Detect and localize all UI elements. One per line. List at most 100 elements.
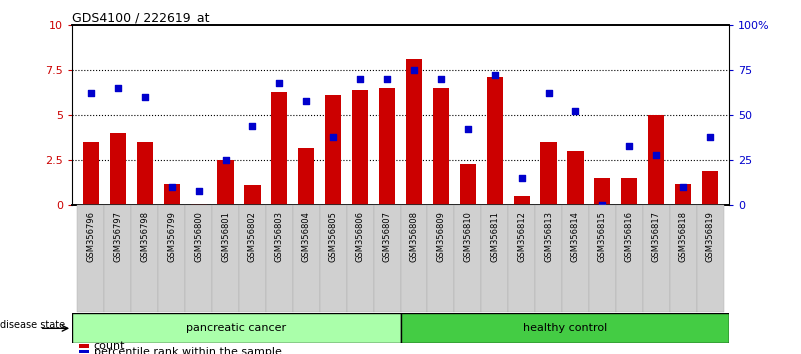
Bar [78,205,104,312]
Text: GSM356808: GSM356808 [409,211,418,262]
Text: count: count [94,341,125,352]
Bar [347,205,373,312]
Point [85,91,98,96]
Text: GSM356801: GSM356801 [221,211,230,262]
Bar [535,205,562,312]
Bar [406,59,422,205]
Text: GSM356809: GSM356809 [437,211,445,262]
Text: GSM356818: GSM356818 [678,211,687,262]
Bar [487,77,503,205]
Bar [159,205,185,312]
Bar [589,205,616,312]
Bar [428,205,454,312]
Bar [594,178,610,205]
Bar [513,196,529,205]
Bar [460,164,476,205]
Text: GSM356814: GSM356814 [571,211,580,262]
Bar [266,205,293,312]
Bar [131,205,159,312]
Point [542,91,555,96]
Bar [454,205,481,312]
Bar [239,205,266,312]
Point [596,202,609,208]
Bar [212,205,239,312]
Bar [244,185,260,205]
Text: GSM356807: GSM356807 [383,211,392,262]
Text: GSM356798: GSM356798 [140,211,149,262]
Bar [352,90,368,205]
Bar [217,160,234,205]
Point [623,143,636,149]
Bar [562,205,589,312]
Text: GSM356816: GSM356816 [625,211,634,262]
Point [111,85,124,91]
Bar [72,313,400,343]
Bar [675,184,691,205]
Text: percentile rank within the sample: percentile rank within the sample [94,347,282,354]
Bar [508,205,535,312]
Bar [697,205,723,312]
Text: GSM356802: GSM356802 [248,211,257,262]
Text: pancreatic cancer: pancreatic cancer [186,323,286,333]
Text: GSM356815: GSM356815 [598,211,607,262]
Bar [191,204,207,205]
Bar [379,88,395,205]
Bar [325,95,341,205]
Bar [373,205,400,312]
Bar [272,92,288,205]
Bar [104,205,131,312]
Text: GSM356812: GSM356812 [517,211,526,262]
Bar [137,142,153,205]
Text: GSM356810: GSM356810 [463,211,473,262]
Bar [433,88,449,205]
Text: GDS4100 / 222619_at: GDS4100 / 222619_at [72,11,210,24]
Point [246,123,259,129]
Point [569,109,582,114]
Bar [78,350,89,353]
Bar [567,151,584,205]
Text: disease state: disease state [0,320,65,330]
Point [515,176,528,181]
Bar [400,205,428,312]
Text: GSM356817: GSM356817 [652,211,661,262]
Point [677,184,690,190]
Point [139,94,151,100]
Point [489,73,501,78]
Point [650,152,662,158]
Text: GSM356811: GSM356811 [490,211,499,262]
Bar [622,178,638,205]
Bar [481,205,508,312]
Bar [83,142,99,205]
Text: GSM356800: GSM356800 [194,211,203,262]
Point [434,76,447,82]
Text: GSM356819: GSM356819 [706,211,714,262]
Point [219,157,232,163]
Text: GSM356796: GSM356796 [87,211,95,262]
Bar [78,344,89,348]
Point [408,67,421,73]
Point [192,188,205,194]
Text: GSM356805: GSM356805 [328,211,338,262]
Text: GSM356806: GSM356806 [356,211,364,262]
Bar [702,171,718,205]
Text: GSM356804: GSM356804 [302,211,311,262]
Bar [670,205,697,312]
Bar [320,205,347,312]
Point [165,184,178,190]
Point [380,76,393,82]
Text: healthy control: healthy control [522,323,607,333]
Bar [163,184,179,205]
Point [461,127,474,132]
Point [327,134,340,139]
Bar [110,133,126,205]
Text: GSM356813: GSM356813 [544,211,553,262]
Bar [400,313,729,343]
Point [354,76,367,82]
Point [300,98,312,103]
Point [273,80,286,85]
Bar [293,205,320,312]
Text: GSM356799: GSM356799 [167,211,176,262]
Point [703,134,716,139]
Bar [541,142,557,205]
Bar [642,205,670,312]
